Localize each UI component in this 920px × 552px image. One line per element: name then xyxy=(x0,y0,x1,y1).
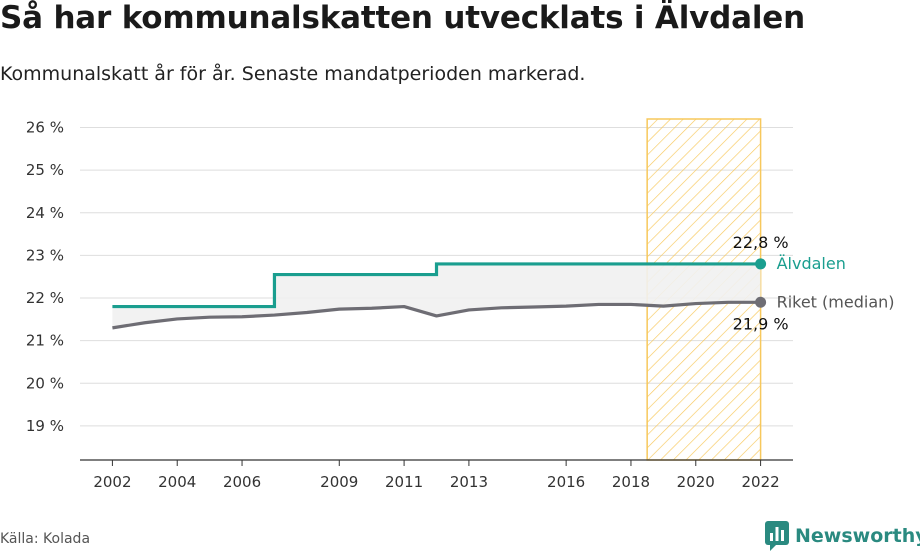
x-tick-label: 2004 xyxy=(158,473,196,491)
y-tick-label: 24 % xyxy=(26,204,64,222)
series-line-alvdalen xyxy=(112,262,761,309)
x-tick-label: 2018 xyxy=(612,473,650,491)
series-lines xyxy=(112,258,767,330)
axes: 19 % 20 % 21 % 22 % 23 % 24 % 25 % 26 % 2002 2004… xyxy=(26,119,793,491)
y-tick-label: 26 % xyxy=(26,119,64,137)
value-label-alvdalen: 22,8 % xyxy=(733,233,789,252)
x-tick-label: 2006 xyxy=(223,473,261,491)
end-point-riket xyxy=(755,296,767,308)
y-tick-label: 21 % xyxy=(26,332,64,350)
series-labels: 22,8 % Älvdalen Riket (median) 21,9 % xyxy=(733,233,895,333)
source-note: Källa: Kolada xyxy=(0,531,91,547)
x-tick-label: 2016 xyxy=(547,473,585,491)
series-name-riket: Riket (median) xyxy=(777,292,895,311)
y-tick-label: 20 % xyxy=(26,374,64,392)
x-tick-label: 2002 xyxy=(93,473,131,491)
series-line-riket xyxy=(112,300,761,330)
brand-name: Newsworthy xyxy=(795,525,920,547)
y-tick-label: 19 % xyxy=(26,417,64,435)
y-tick-label: 25 % xyxy=(26,161,64,179)
chart-subtitle: Kommunalskatt år för år. Senaste mandatp… xyxy=(0,63,586,85)
value-label-riket: 21,9 % xyxy=(733,314,789,333)
y-tick-label: 22 % xyxy=(26,289,64,307)
end-point-alvdalen xyxy=(755,258,767,270)
x-tick-label: 2022 xyxy=(741,473,779,491)
series-name-alvdalen: Älvdalen xyxy=(777,254,846,273)
chart-title: Så har kommunalskatten utvecklats i Älvd… xyxy=(0,0,805,36)
x-tick-label: 2013 xyxy=(450,473,488,491)
x-tick-label: 2011 xyxy=(385,473,423,491)
brand-logo: Newsworthy xyxy=(765,520,920,552)
newsworthy-logo-icon xyxy=(765,521,789,551)
y-tick-label: 23 % xyxy=(26,246,64,264)
x-tick-label: 2009 xyxy=(320,473,358,491)
x-tick-label: 2020 xyxy=(677,473,715,491)
